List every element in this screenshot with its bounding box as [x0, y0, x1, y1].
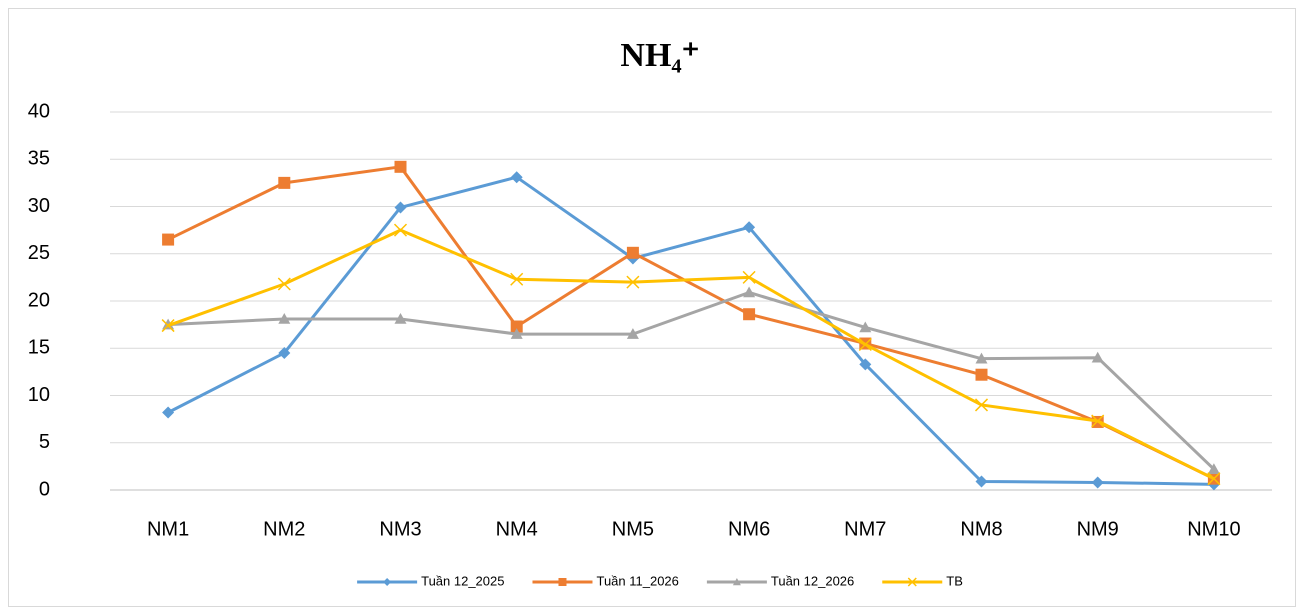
marker: [975, 475, 988, 488]
marker: [1091, 476, 1104, 489]
marker: [743, 286, 756, 298]
marker: [743, 221, 756, 234]
marker: [1207, 463, 1220, 475]
marker: [859, 321, 872, 333]
y-tick-label: 35: [28, 148, 50, 170]
marker: [743, 308, 756, 321]
marker: [626, 246, 639, 259]
marker: [510, 320, 523, 333]
y-tick-label: 10: [28, 384, 50, 406]
chart-border: [8, 8, 1296, 607]
legend-label: TB: [946, 573, 963, 588]
marker: [1091, 351, 1104, 363]
marker: [162, 233, 175, 246]
marker: [161, 319, 175, 333]
marker: [162, 406, 175, 419]
marker: [1207, 472, 1221, 486]
marker: [626, 275, 640, 289]
x-tick-label: NM2: [263, 518, 305, 540]
marker: [975, 368, 988, 381]
y-tick-label: 25: [28, 242, 50, 264]
x-tick-label: NM3: [379, 518, 421, 540]
marker: [732, 578, 741, 586]
marker: [393, 223, 408, 237]
marker: [858, 337, 872, 352]
marker: [510, 171, 523, 184]
y-tick-label: 15: [28, 337, 50, 359]
x-tick-label: NM9: [1077, 518, 1119, 540]
marker: [510, 272, 524, 286]
legend: Tuần 12_2025 Tuần 11_2026 Tuần 12_2026 TB: [357, 573, 963, 588]
marker: [394, 160, 407, 173]
marker: [278, 312, 291, 324]
marker: [626, 328, 639, 339]
marker: [975, 352, 988, 364]
legend-label: Tuần 12_2026: [771, 573, 854, 588]
x-tick-label: NM6: [728, 518, 770, 540]
marker: [278, 346, 291, 359]
marker: [558, 578, 567, 586]
marker: [974, 398, 989, 412]
y-tick-label: 30: [28, 195, 50, 217]
series-line: [167, 228, 1215, 481]
marker: [394, 312, 407, 324]
legend-label: Tuần 11_2026: [596, 573, 678, 588]
x-tick-label: NM7: [844, 518, 886, 540]
x-tick-label: NM8: [960, 518, 1002, 540]
legend-label: Tuần 12_2025: [421, 573, 504, 588]
marker: [742, 270, 756, 284]
marker: [394, 201, 407, 214]
x-tick-label: NM10: [1187, 518, 1240, 540]
series-line: [168, 290, 1215, 471]
x-tick-label: NM5: [612, 518, 654, 540]
marker: [277, 277, 291, 291]
marker: [510, 328, 523, 339]
series-line: [167, 165, 1215, 481]
x-tick-label: NM1: [147, 518, 189, 540]
chart-title: NH₄⁺: [620, 37, 699, 74]
y-tick-label: 20: [28, 289, 50, 311]
y-tick-label: 5: [39, 431, 50, 453]
marker: [859, 358, 872, 371]
marker: [383, 578, 392, 586]
marker: [1091, 414, 1105, 428]
series-line: [167, 175, 1214, 486]
x-tick-label: NM4: [496, 518, 538, 540]
y-tick-label: 40: [28, 100, 50, 122]
marker: [278, 176, 291, 189]
y-tick-label: 0: [39, 478, 50, 500]
marker: [907, 577, 917, 587]
